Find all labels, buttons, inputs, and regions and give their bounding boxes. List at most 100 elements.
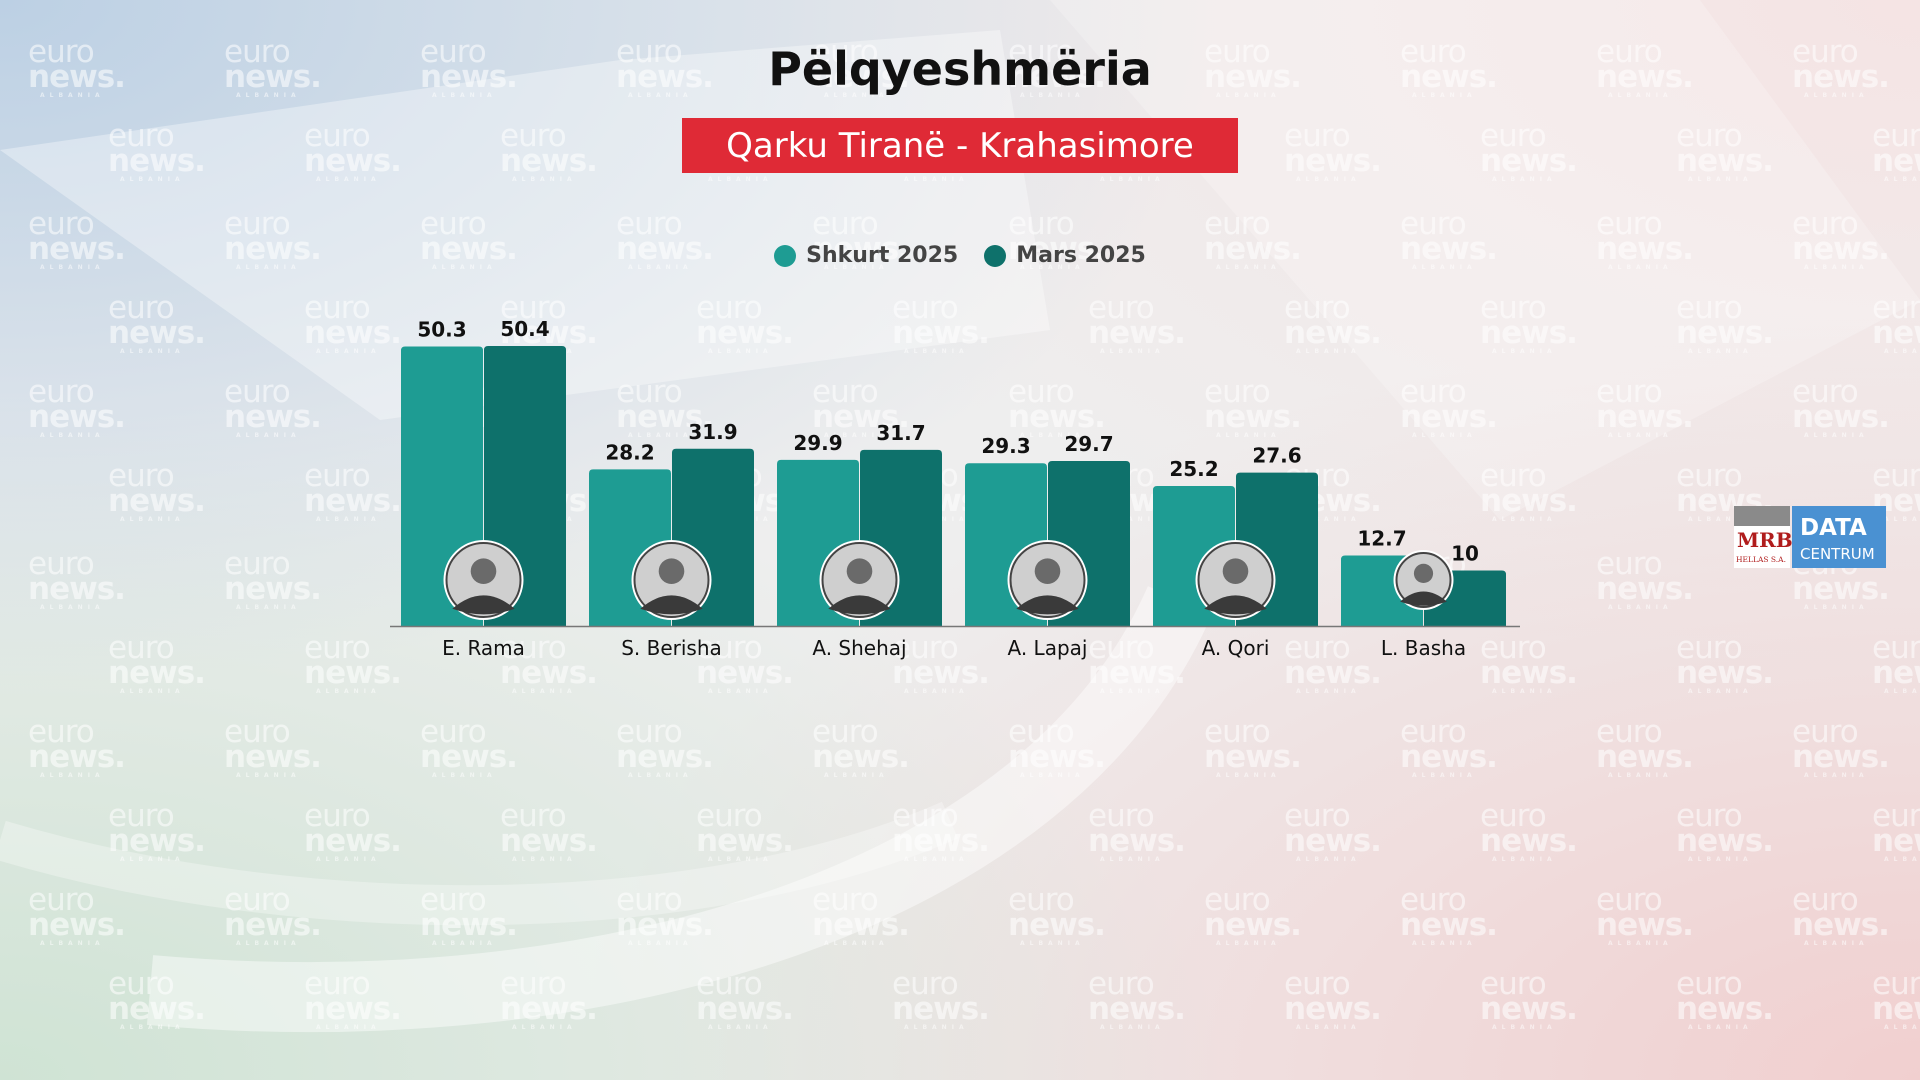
value-label: 27.6 bbox=[1252, 444, 1301, 468]
category-label: A. Lapaj bbox=[1008, 636, 1088, 660]
category-label: L. Basha bbox=[1381, 636, 1466, 660]
category-label: A. Qori bbox=[1202, 636, 1270, 660]
legend: Shkurt 2025 Mars 2025 bbox=[0, 243, 1920, 268]
portrait-basha-icon bbox=[1393, 550, 1454, 610]
value-label: 50.4 bbox=[500, 317, 549, 341]
subtitle-banner: Qarku Tiranë - Krahasimore bbox=[682, 118, 1238, 173]
category-label: S. Berisha bbox=[621, 636, 722, 660]
category-label: A. Shehaj bbox=[812, 636, 906, 660]
value-label: 29.9 bbox=[793, 431, 842, 455]
value-label: 29.7 bbox=[1064, 432, 1113, 456]
chart-title: Pëlqyeshmëria bbox=[768, 42, 1152, 96]
portrait-rama-icon bbox=[443, 540, 524, 620]
portrait-lapaj-icon bbox=[1007, 540, 1088, 620]
value-label: 25.2 bbox=[1169, 457, 1218, 481]
mrb-logo: MRB HELLAS S.A. bbox=[1734, 506, 1793, 568]
value-label: 50.3 bbox=[417, 318, 466, 342]
legend-label-mars: Mars 2025 bbox=[1016, 243, 1146, 268]
value-label: 31.9 bbox=[688, 420, 737, 444]
portrait-berisha-icon bbox=[631, 540, 712, 620]
category-label: E. Rama bbox=[442, 636, 525, 660]
value-label: 12.7 bbox=[1357, 526, 1406, 550]
portrait-shehaj-icon bbox=[819, 540, 900, 620]
value-label: 29.3 bbox=[981, 434, 1030, 458]
